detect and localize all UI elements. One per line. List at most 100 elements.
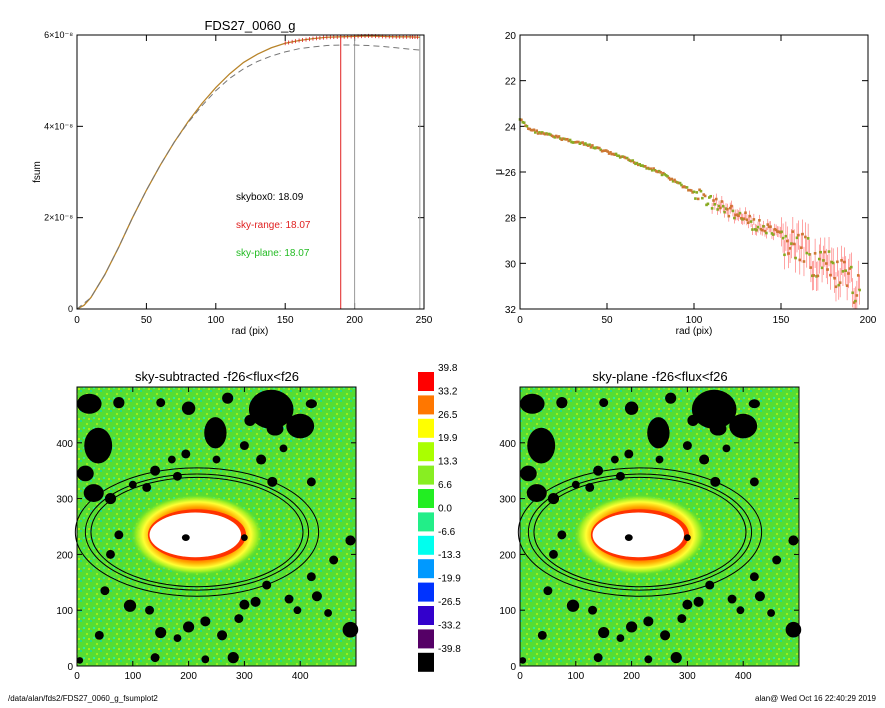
profile-point (563, 137, 566, 141)
profile-point (752, 218, 756, 221)
annotation-sky-range: sky-range: 18.07 (236, 220, 311, 231)
surface-brightness-xlabel: rad (pix) (676, 326, 713, 337)
profile-point (709, 194, 713, 198)
profile-point (845, 284, 849, 287)
aperture-ellipse (533, 476, 747, 588)
profile-point (535, 129, 539, 133)
profile-point (613, 153, 616, 157)
y-tick-label: 28 (505, 214, 517, 225)
masked-source (77, 465, 94, 482)
y-tick-label: 0 (510, 662, 516, 673)
profile-point (579, 141, 583, 145)
masked-source (83, 484, 104, 502)
growth-curve-frame (76, 34, 425, 310)
profile-point (546, 133, 550, 136)
profile-point (811, 274, 814, 278)
profile-point (837, 283, 841, 287)
profile-point (588, 143, 591, 147)
y-tick-label: 24 (505, 122, 517, 133)
masked-source (342, 621, 359, 638)
profile-point (689, 189, 693, 192)
profile-point (554, 134, 558, 138)
profile-point (543, 132, 547, 136)
profile-point (646, 166, 650, 170)
profile-point (823, 250, 827, 254)
profile-point (600, 149, 604, 153)
y-tick-label: 30 (505, 259, 517, 270)
profile-point (766, 223, 770, 226)
profile-point (756, 225, 760, 229)
masked-source (615, 471, 625, 481)
x-tick-label: 200 (180, 671, 197, 682)
masked-source (543, 586, 553, 596)
masked-source (670, 652, 682, 664)
profile-point (656, 170, 660, 174)
profile-point (662, 171, 665, 175)
masked-source (222, 392, 234, 404)
masked-source (306, 477, 316, 487)
profile-point (561, 137, 565, 140)
sky-subtracted-frame (76, 386, 357, 667)
profile-point (801, 232, 804, 236)
y-tick-label: 400 (499, 439, 516, 450)
profile-point (813, 252, 817, 255)
profile-point (844, 269, 848, 273)
profile-point (634, 162, 637, 166)
profile-point (673, 178, 676, 182)
x-tick-label: 300 (236, 671, 253, 682)
profile-point (545, 132, 548, 135)
profile-point (606, 150, 609, 153)
masked-source (128, 480, 137, 489)
masked-source (585, 482, 595, 492)
profile-point (578, 142, 582, 145)
masked-source (284, 594, 294, 604)
masked-source (84, 427, 113, 464)
profile-point (783, 253, 786, 257)
profile-point (574, 140, 577, 144)
growth-curve-plot: FDS27_0060_g 0 50 100 150 200 250 0 2×10⁻⁸ 4×10⁻… (32, 18, 433, 337)
profile-point (824, 262, 828, 265)
masked-source (660, 630, 671, 641)
profile-point (762, 225, 765, 228)
profile-point (740, 217, 743, 220)
y-tick-label: 0 (67, 662, 73, 673)
masked-source (279, 444, 288, 453)
masked-source (610, 455, 619, 464)
profile-point (678, 181, 682, 185)
profile-point (542, 132, 545, 135)
growth-curve-line (76, 35, 420, 310)
profile-point (784, 234, 788, 238)
profile-point (847, 272, 850, 275)
colorbar-swatch (418, 418, 434, 438)
sky-plane-frame (519, 386, 800, 667)
masked-source (212, 455, 221, 464)
colorbar-label: -39.8 (438, 644, 461, 655)
profile-point (568, 138, 572, 142)
profile-point (694, 197, 697, 200)
x-tick-label: 200 (346, 315, 363, 326)
colorbar-swatch (418, 442, 434, 462)
profile-point (664, 174, 668, 177)
masked-source (705, 580, 715, 590)
masked-source (311, 591, 322, 602)
profile-point (582, 143, 586, 146)
profile-point (765, 231, 768, 235)
masked-source (234, 614, 244, 624)
profile-point (701, 196, 704, 200)
profile-point (785, 239, 789, 243)
profile-point (753, 228, 757, 231)
profile-point (682, 185, 686, 188)
profile-point (639, 164, 643, 167)
masked-source (588, 605, 598, 615)
masked-source (527, 427, 556, 464)
profile-point (795, 236, 799, 240)
profile-point (692, 190, 696, 194)
profile-point (632, 161, 636, 164)
masked-source (104, 493, 117, 505)
profile-point (834, 285, 838, 289)
profile-point (605, 149, 608, 152)
profile-point (705, 203, 708, 207)
profile-point (637, 163, 640, 167)
growth-curve-xlabel: rad (pix) (232, 326, 269, 337)
